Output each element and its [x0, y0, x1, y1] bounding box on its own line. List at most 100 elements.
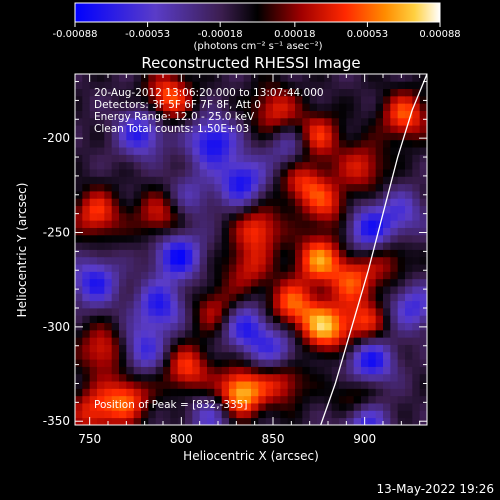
heatmap-cell: [177, 125, 186, 133]
heatmap-cell: [199, 403, 208, 411]
heatmap-cell: [207, 381, 215, 389]
heatmap-cell: [309, 359, 318, 367]
heatmap-cell: [155, 147, 164, 155]
heatmap-cell: [368, 169, 377, 177]
x-tick-label: 750: [78, 432, 101, 446]
heatmap-cell: [339, 154, 347, 163]
heatmap-cell: [258, 154, 267, 163]
heatmap-cell: [419, 286, 427, 294]
heatmap-cell: [119, 286, 127, 294]
heatmap-cell: [265, 359, 274, 367]
heatmap-cell: [199, 191, 208, 199]
heatmap-cell: [148, 220, 157, 228]
heatmap-cell: [243, 322, 252, 331]
heatmap-cell: [295, 191, 303, 199]
heatmap-cell: [353, 337, 362, 345]
heatmap-cell: [119, 81, 127, 90]
heatmap-cell: [383, 417, 391, 425]
heatmap-cell: [419, 183, 427, 192]
heatmap-cell: [155, 242, 164, 250]
heatmap-cell: [251, 147, 259, 155]
heatmap-cell: [170, 191, 179, 199]
heatmap-cell: [397, 220, 406, 228]
heatmap-cell: [82, 198, 91, 207]
heatmap-cell: [295, 403, 303, 411]
heatmap-cell: [353, 139, 362, 148]
heatmap-cell: [214, 337, 223, 345]
heatmap-cell: [214, 161, 223, 170]
heatmap-cell: [229, 183, 237, 192]
heatmap-cell: [97, 373, 105, 382]
heatmap-cell: [405, 286, 413, 294]
heatmap-cell: [251, 373, 259, 382]
heatmap-cell: [111, 388, 120, 397]
heatmap-cell: [265, 81, 274, 90]
heatmap-cell: [383, 403, 391, 411]
heatmap-cell: [273, 191, 281, 199]
heatmap-cell: [287, 212, 296, 221]
heatmap-cell: [236, 417, 245, 425]
heatmap-cell: [148, 337, 157, 345]
heatmap-cell: [229, 205, 237, 214]
heatmap-cell: [192, 337, 201, 345]
heatmap-cell: [390, 300, 399, 309]
heatmap-cell: [361, 161, 369, 170]
heatmap-cell: [368, 381, 377, 389]
heatmap-cell: [192, 220, 201, 228]
heatmap-cell: [280, 308, 289, 316]
heatmap-cell: [163, 103, 171, 111]
heatmap-cell: [199, 249, 208, 258]
heatmap-cell: [302, 293, 311, 302]
heatmap-cell: [324, 132, 333, 141]
heatmap-cell: [251, 88, 259, 97]
heatmap-cell: [75, 220, 83, 228]
heatmap-cell: [155, 205, 164, 214]
heatmap-cell: [75, 234, 83, 243]
heatmap-cell: [148, 154, 157, 163]
heatmap-cell: [353, 256, 362, 265]
heatmap-cell: [251, 242, 259, 250]
heatmap-cell: [104, 264, 113, 272]
heatmap-cell: [405, 176, 413, 185]
heatmap-cell: [221, 329, 230, 338]
heatmap-cell: [126, 191, 135, 199]
heatmap-cell: [148, 344, 157, 353]
heatmap-cell: [368, 205, 377, 214]
heatmap-cell: [97, 388, 105, 397]
heatmap-cell: [317, 205, 325, 214]
heatmap-cell: [97, 139, 105, 148]
heatmap-cell: [295, 329, 303, 338]
heatmap-cell: [331, 132, 340, 141]
heatmap-cell: [295, 88, 303, 97]
heatmap-cell: [383, 125, 391, 133]
colorbar-tick-label: -0.00053: [125, 29, 170, 40]
heatmap-cell: [302, 337, 311, 345]
heatmap-cell: [353, 366, 362, 375]
heatmap-cell: [265, 344, 274, 353]
heatmap-cell: [361, 403, 369, 411]
heatmap-cell: [412, 315, 421, 324]
heatmap-cell: [214, 308, 223, 316]
heatmap-cell: [346, 161, 355, 170]
heatmap-cell: [170, 220, 179, 228]
heatmap-cell: [390, 242, 399, 250]
heatmap-cell: [185, 227, 193, 236]
heatmap-cell: [199, 278, 208, 287]
heatmap-cell: [361, 191, 369, 199]
heatmap-cell: [126, 212, 135, 221]
heatmap-cell: [324, 110, 333, 119]
heatmap-cell: [155, 308, 164, 316]
heatmap-cell: [397, 308, 406, 316]
heatmap-cell: [170, 81, 179, 90]
heatmap-cell: [419, 212, 427, 221]
heatmap-cell: [383, 74, 391, 82]
heatmap-cell: [361, 366, 369, 375]
heatmap-cell: [170, 183, 179, 192]
heatmap-cell: [141, 388, 149, 397]
heatmap-cell: [104, 403, 113, 411]
heatmap-cell: [163, 300, 171, 309]
heatmap-cell: [133, 337, 142, 345]
heatmap-cell: [346, 234, 355, 243]
heatmap-cell: [405, 256, 413, 265]
heatmap-cell: [133, 256, 142, 265]
